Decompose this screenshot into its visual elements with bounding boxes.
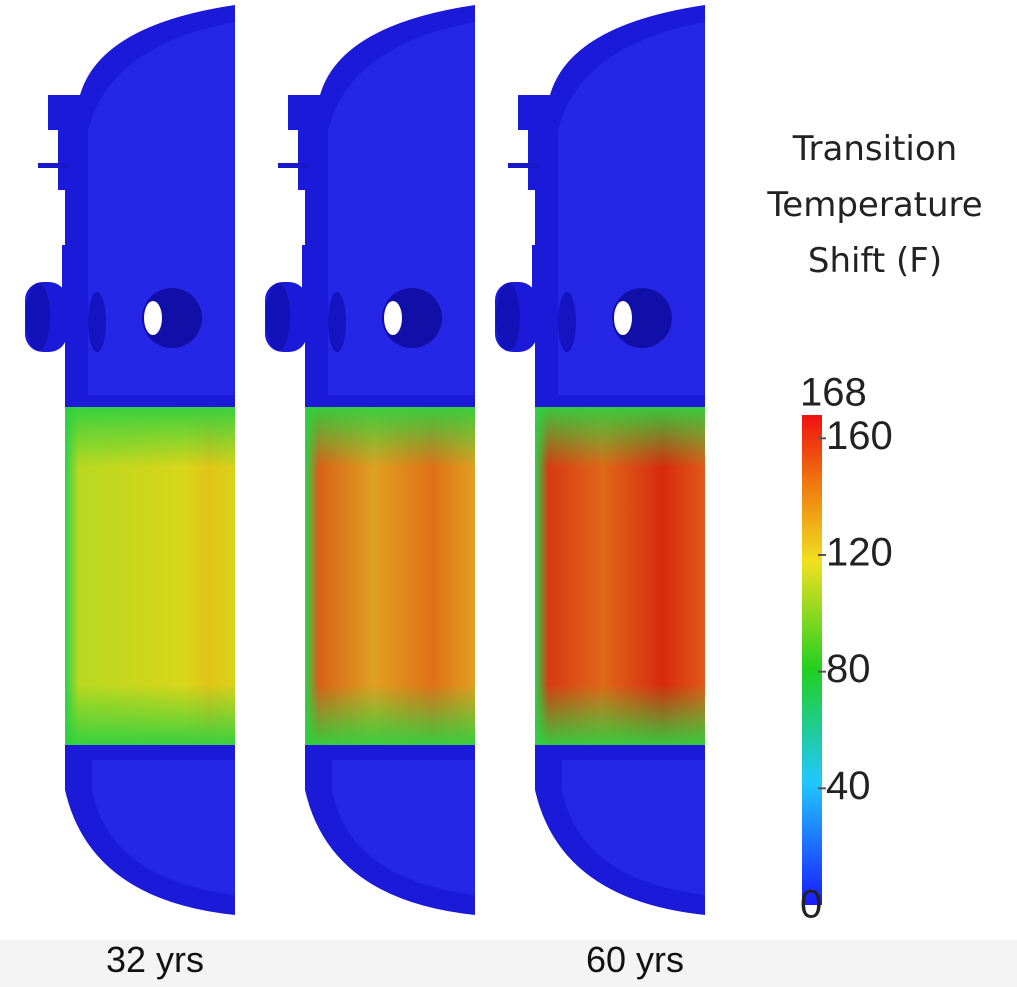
colorbar-tick-label: 160 — [826, 414, 893, 458]
hole — [614, 301, 632, 335]
flange — [38, 163, 68, 168]
hole — [144, 301, 162, 335]
port — [88, 292, 106, 352]
vessel-inner-bottom — [92, 760, 235, 895]
colorbar-title: Shift (F) — [808, 241, 942, 281]
colorbar-title: Temperature — [766, 185, 982, 225]
belt-edge — [65, 407, 235, 745]
colorbar-tick-label: 40 — [826, 764, 871, 808]
nozzle-face — [26, 283, 50, 351]
colorbar-bar — [802, 415, 822, 905]
colorbar: Transition Temperature Shift (F) 0 168 40 8… — [766, 129, 982, 927]
colorbar-tick-label: 80 — [826, 647, 871, 691]
panel-label: 60 yrs — [586, 939, 684, 980]
panel-label: 32 yrs — [106, 939, 204, 980]
nozzle-face — [266, 283, 290, 351]
belt-edge — [305, 407, 475, 745]
colorbar-title: Transition — [792, 129, 957, 169]
flange — [508, 163, 538, 168]
vessel-inner-bottom — [332, 760, 475, 895]
colorbar-end-label: 168 — [800, 371, 867, 415]
hole — [384, 301, 402, 335]
colorbar-tick-label: 120 — [826, 531, 893, 575]
figure: 32 yrs60 yrs80 yrs Transition Temperatur… — [0, 0, 1017, 987]
port — [558, 292, 576, 352]
belt-edge — [535, 407, 705, 745]
colorbar-end-label: 0 — [800, 883, 822, 927]
nozzle-face — [496, 283, 520, 351]
vessel: 32 yrs — [25, 5, 235, 980]
flange — [278, 163, 308, 168]
port — [328, 292, 346, 352]
vessel-inner-bottom — [562, 760, 705, 895]
